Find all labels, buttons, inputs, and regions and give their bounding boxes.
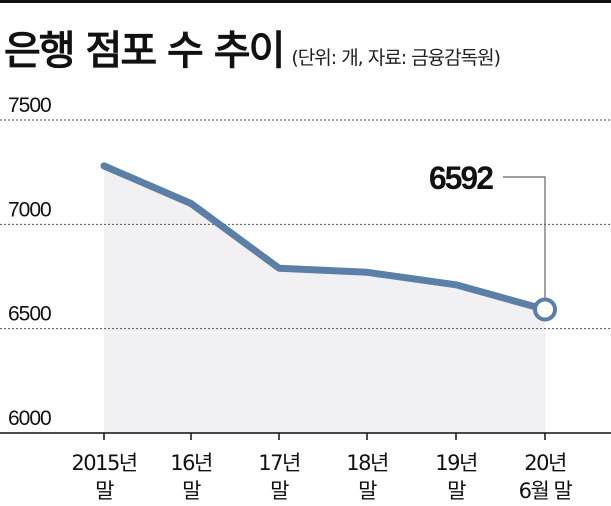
x-tick-label: 16년 (170, 451, 212, 475)
title-row: 은행 점포 수 추이 (단위: 개, 자료: 금융감독원) (4, 18, 501, 74)
callout-leader (503, 176, 546, 298)
x-tick-label: 6월 말 (519, 479, 573, 503)
y-tick-label: 6500 (8, 303, 51, 326)
x-tick-label: 말 (270, 479, 289, 503)
x-tick-label: 17년 (258, 451, 300, 475)
x-tick-label: 19년 (435, 451, 477, 475)
y-tick-label: 7000 (8, 198, 51, 221)
y-tick-label: 7500 (8, 94, 51, 117)
area-fill (104, 165, 545, 433)
x-tick-label: 20년 (524, 451, 566, 475)
callout-value-label: 6592 (429, 160, 493, 196)
y-tick-label: 6000 (8, 407, 51, 430)
x-tick-label: 2015년 (71, 451, 136, 475)
x-tick-label: 말 (358, 479, 377, 503)
x-tick-label: 말 (182, 479, 201, 503)
x-tick-label: 말 (447, 479, 466, 503)
x-tick-label: 18년 (346, 451, 388, 475)
x-tick-label: 말 (95, 479, 114, 503)
last-point-marker (533, 297, 557, 322)
chart-subtitle: (단위: 개, 자료: 금융감독원) (291, 47, 501, 69)
chart-title: 은행 점포 수 추이 (4, 28, 285, 74)
top-rule (0, 0, 611, 3)
series-line (100, 162, 549, 313)
